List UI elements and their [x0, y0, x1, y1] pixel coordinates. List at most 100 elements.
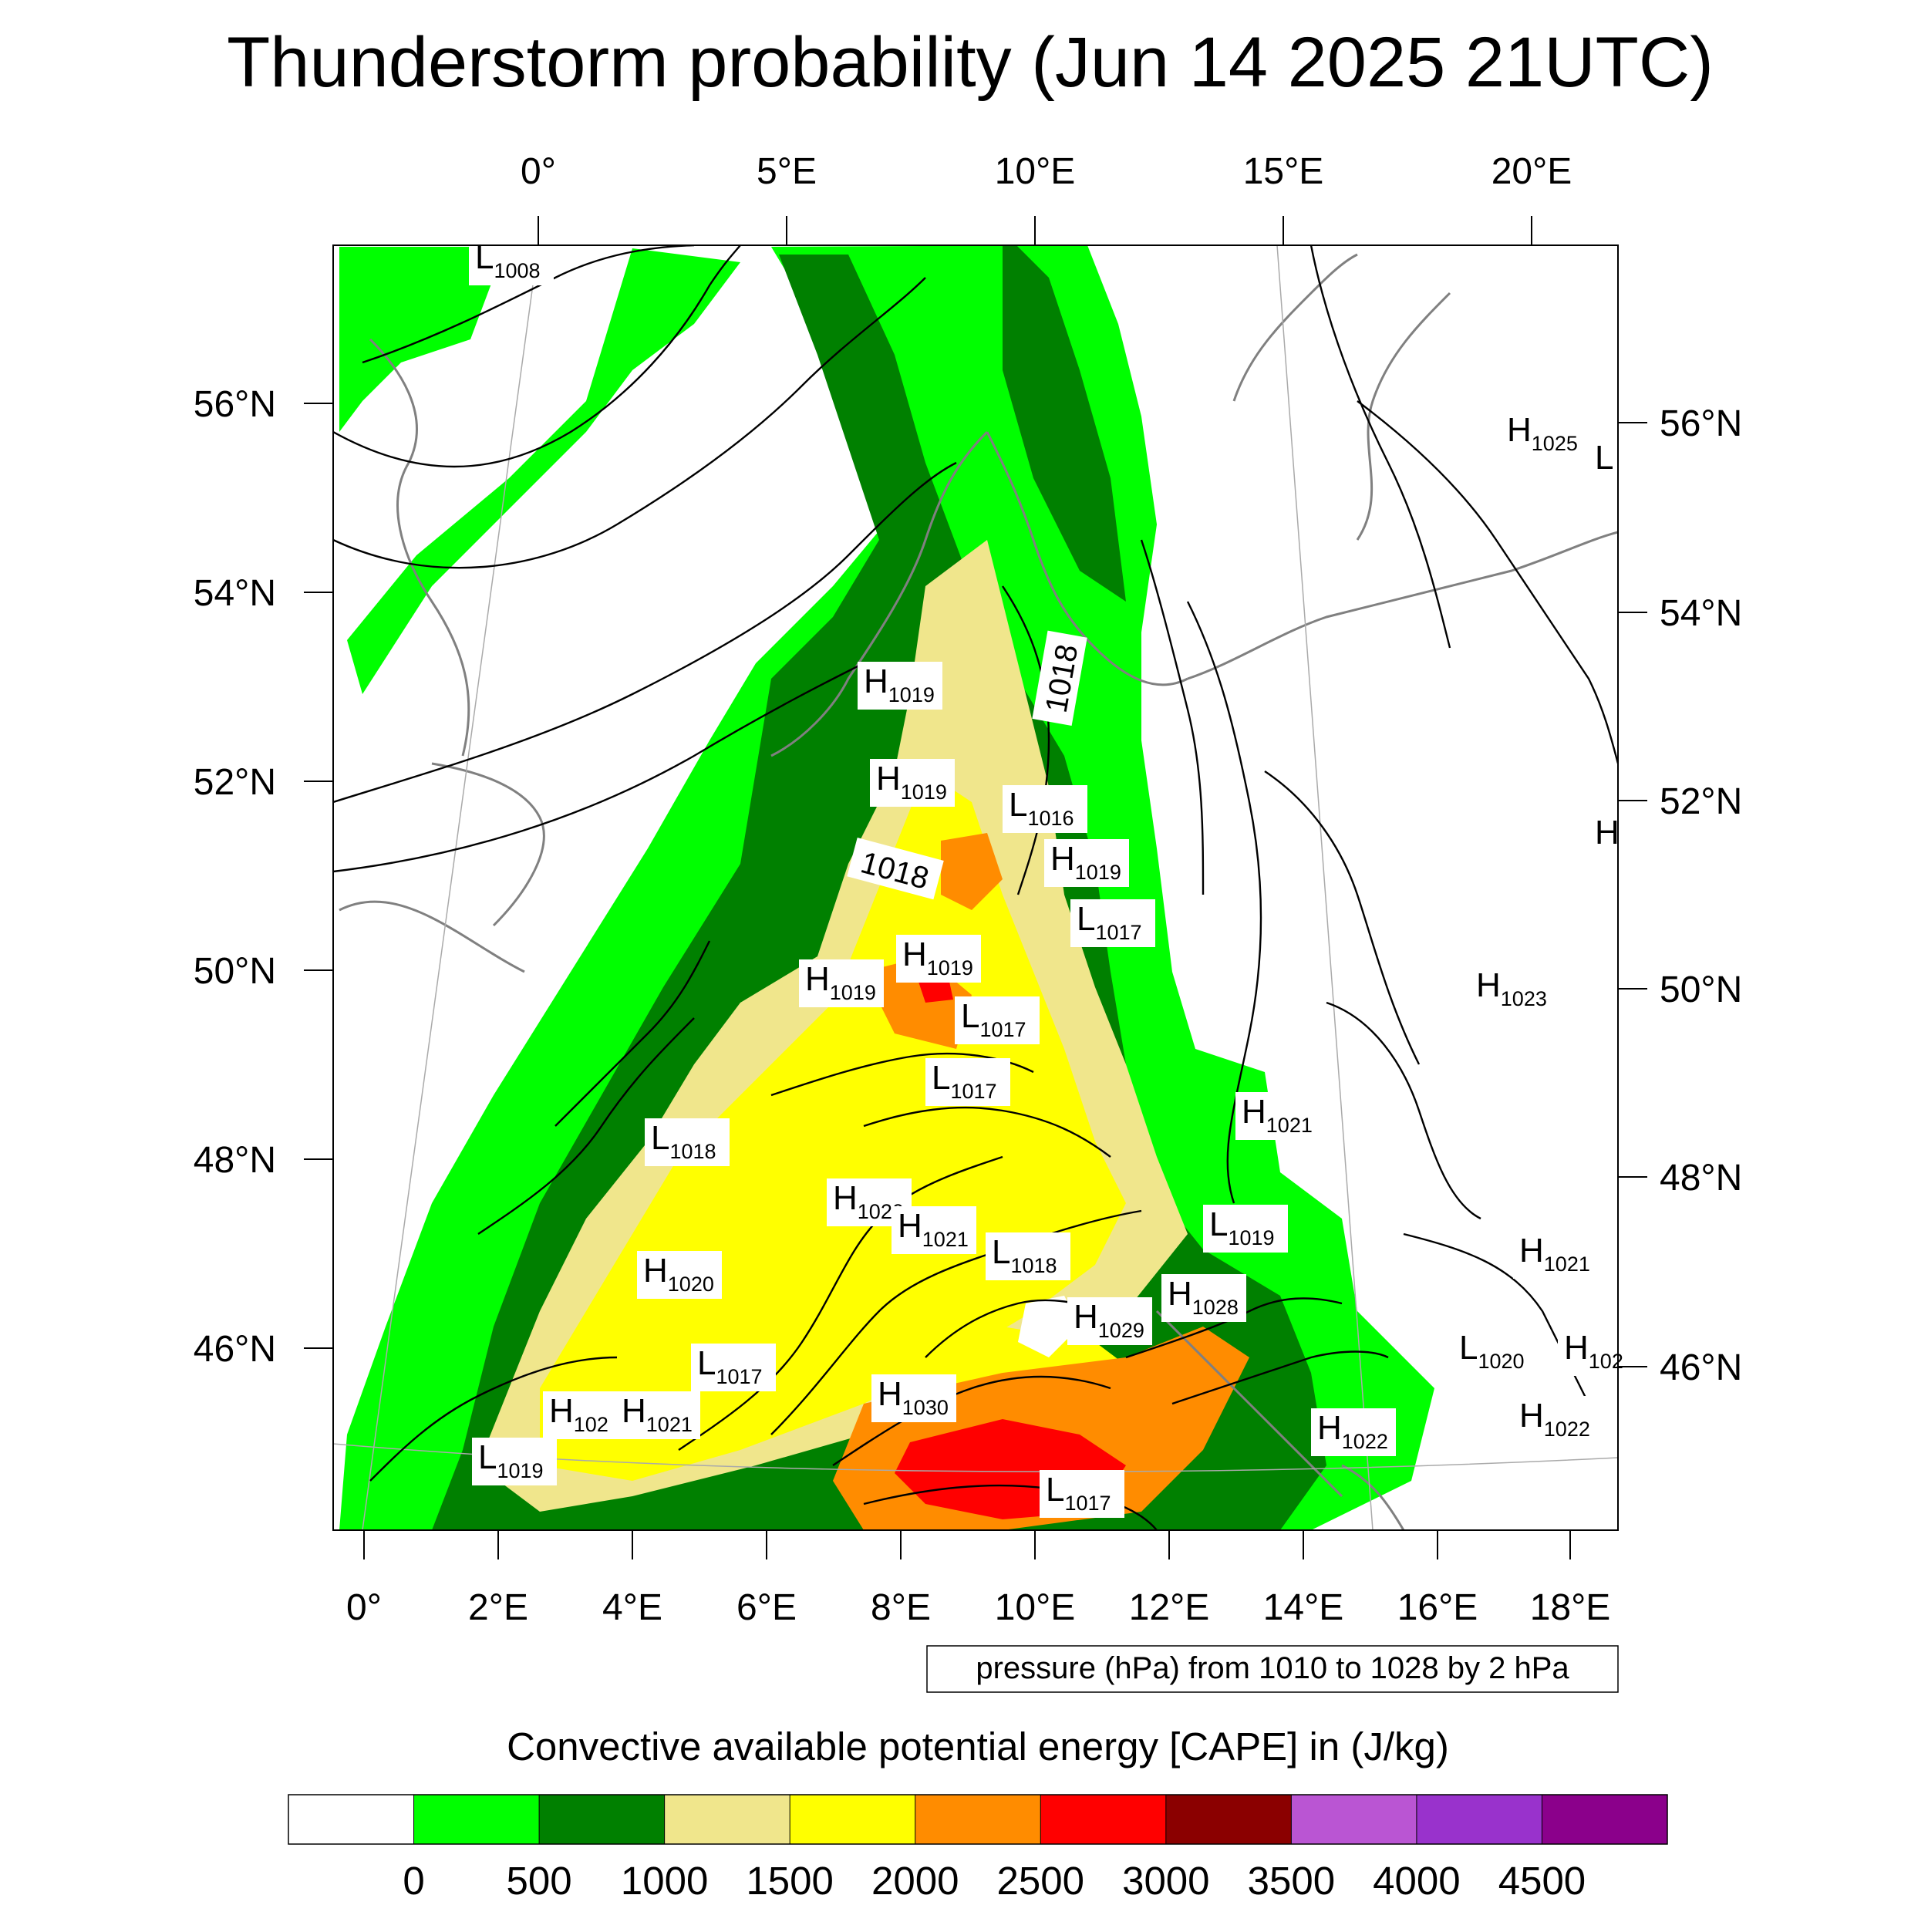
label-backing	[955, 996, 1040, 1044]
pressure-center-low: L1020	[1453, 1328, 1538, 1376]
label-backing	[858, 662, 942, 710]
pressure-center-label: L1017	[932, 1059, 997, 1103]
top-axis-label: 15°E	[1243, 151, 1324, 192]
label-backing	[472, 1438, 557, 1485]
left-axis-label: 50°N	[194, 951, 276, 992]
label-backing	[1513, 1231, 1598, 1279]
top-axis-label: 10°E	[995, 151, 1076, 192]
label-backing	[637, 1251, 722, 1299]
pressure-center-label: H1020	[833, 1179, 904, 1223]
pressure-center-low: L1017	[691, 1344, 776, 1391]
top-axis-label: 0°	[521, 151, 556, 192]
colorbar-tick-label: 500	[507, 1859, 572, 1903]
pressure-center-label: H	[1595, 814, 1620, 851]
label-backing	[645, 1118, 730, 1166]
pressure-center-label: L1019	[478, 1438, 544, 1482]
top-axis-label: 20°E	[1492, 151, 1572, 192]
colorbar-swatch	[413, 1795, 540, 1844]
svg-text:pressure (hPa) from 1010 to 10: pressure (hPa) from 1010 to 1028 by 2 hP…	[976, 1651, 1569, 1685]
label-backing	[1003, 785, 1087, 833]
cape-fill-2500-3000	[918, 978, 953, 1003]
pressure-center-high: H	[1595, 814, 1620, 851]
pressure-center-label: L1020	[1459, 1329, 1525, 1373]
pressure-center-high: H1021	[892, 1206, 976, 1254]
pressure-center-high: H102	[1558, 1328, 1643, 1376]
pressure-center-label: L1018	[651, 1119, 716, 1163]
pressure-center-high: H1020	[637, 1251, 722, 1299]
pressure-center-label: H1025	[1507, 411, 1578, 455]
colorbar-swatch	[1416, 1795, 1542, 1844]
isobar-label: 1018	[1032, 630, 1087, 726]
pressure-center-label: H1029	[1074, 1298, 1144, 1342]
label-backing	[1311, 1408, 1396, 1456]
cape-fill-500-1000	[1003, 245, 1126, 602]
label-backing	[1067, 1297, 1152, 1345]
top-axis-label: 5°E	[757, 151, 817, 192]
colorbar-swatch	[288, 1795, 415, 1844]
pressure-center-label: H1019	[902, 936, 973, 979]
pressure-center-label: H1030	[878, 1375, 949, 1419]
pressure-center-label: H1019	[864, 663, 935, 706]
label-backing	[986, 1232, 1070, 1280]
pressure-center-label: H1021	[898, 1207, 969, 1251]
pressure-center-high: H1019	[1044, 839, 1129, 887]
colorbar-swatch	[1291, 1795, 1417, 1844]
colorbar-swatch	[1040, 1795, 1167, 1844]
pressure-center-label: L	[1595, 439, 1613, 477]
pressure-center-low: L1019	[1203, 1205, 1288, 1253]
pressure-center-low: L1018	[986, 1232, 1070, 1280]
label-backing	[1453, 1328, 1538, 1376]
right-axis-label: 48°N	[1660, 1158, 1742, 1199]
label-backing	[870, 759, 955, 807]
label-backing	[1235, 1092, 1320, 1140]
bottom-axis-label: 2°E	[468, 1587, 528, 1628]
pressure-center-high: H1028	[1161, 1274, 1246, 1322]
pressure-center-low: L1017	[1040, 1470, 1124, 1518]
pressure-center-high: H1023	[1470, 966, 1555, 1013]
pressure-center-low: L1017	[925, 1058, 1010, 1106]
pressure-center-high: H1030	[871, 1374, 956, 1422]
pressure-center-high: H1022	[1311, 1408, 1396, 1456]
pressure-center-high: H1022	[1513, 1396, 1598, 1444]
map-frame	[332, 244, 1619, 1531]
pressure-center-high: H1029	[1067, 1297, 1152, 1345]
right-axis-label: 46°N	[1660, 1347, 1742, 1388]
label-backing	[1513, 1396, 1598, 1444]
label-backing	[615, 1391, 700, 1439]
label-backing	[1040, 1470, 1124, 1518]
pressure-center-label: H102	[549, 1392, 608, 1436]
left-axis-label: 52°N	[194, 762, 276, 803]
label-backing	[896, 935, 981, 983]
pressure-center-low: L	[1595, 439, 1613, 477]
bottom-axis-label: 10°E	[995, 1587, 1076, 1628]
alps-white-patch	[1018, 1296, 1080, 1357]
pressure-center-label: L1016	[1009, 786, 1074, 830]
pressure-center-high: H1021	[1235, 1092, 1320, 1140]
pressure-center-low: L1017	[955, 996, 1040, 1044]
colorbar-tick-label: 4000	[1373, 1859, 1460, 1903]
pressure-center-high: H1019	[870, 759, 955, 807]
label-backing	[1558, 1328, 1643, 1376]
colorbar: 0 500 1000 1500 2000 2500 3000 3500 4000 4500	[288, 1794, 1668, 1903]
pressure-center-label: L1019	[1209, 1205, 1275, 1249]
pressure-center-label: H1023	[1476, 966, 1547, 1010]
colorbar-tick-label: 0	[403, 1859, 424, 1903]
label-backing	[1161, 1274, 1246, 1322]
chart-title: Thunderstorm probability (Jun 14 2025 21…	[227, 23, 1714, 102]
pressure-center-high: H102	[543, 1391, 628, 1439]
bottom-axis-label: 8°E	[871, 1587, 931, 1628]
contour-note: pressure (hPa) from 1010 to 1028 by 2 hP…	[926, 1645, 1619, 1693]
pressure-center-high: H1019	[858, 662, 942, 710]
colorbar-swatch	[1165, 1795, 1292, 1844]
label-backing	[1501, 410, 1586, 458]
bottom-axis-label: 14°E	[1263, 1587, 1344, 1628]
right-axis-label: 52°N	[1660, 781, 1742, 822]
right-axis-label: 50°N	[1660, 969, 1742, 1010]
pressure-center-label: H1021	[622, 1392, 693, 1436]
left-axis-label: 56°N	[194, 384, 276, 425]
colorbar-swatch	[915, 1795, 1041, 1844]
colorbar-title: Convective available potential energy [C…	[507, 1725, 1449, 1768]
